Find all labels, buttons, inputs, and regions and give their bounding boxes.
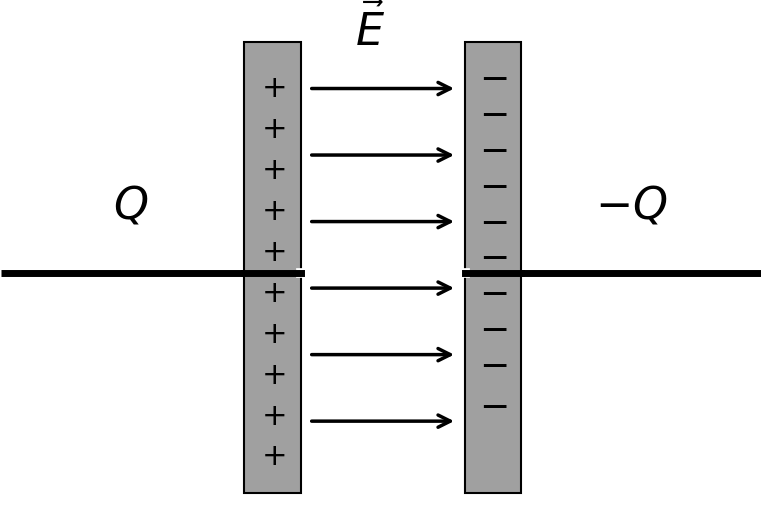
Text: $\vec{E}$: $\vec{E}$ — [354, 4, 385, 55]
Bar — [465, 42, 521, 493]
Text: $+$: $+$ — [261, 196, 285, 227]
Text: $-$: $-$ — [479, 169, 507, 203]
Text: $-$: $-$ — [479, 276, 507, 310]
Text: $-Q$: $-Q$ — [595, 184, 668, 228]
Text: $+$: $+$ — [261, 401, 285, 431]
Text: $-$: $-$ — [479, 205, 507, 238]
Text: $Q$: $Q$ — [113, 184, 148, 228]
Text: $+$: $+$ — [261, 155, 285, 186]
Text: $+$: $+$ — [261, 114, 285, 145]
Text: $+$: $+$ — [261, 278, 285, 308]
Text: $-$: $-$ — [479, 389, 507, 423]
Text: $-$: $-$ — [479, 241, 507, 275]
Text: $+$: $+$ — [261, 359, 285, 391]
Text: $-$: $-$ — [479, 97, 507, 131]
Text: $-$: $-$ — [479, 61, 507, 95]
Text: $+$: $+$ — [261, 73, 285, 104]
Text: $-$: $-$ — [479, 348, 507, 382]
Text: $-$: $-$ — [479, 133, 507, 167]
Text: $-$: $-$ — [479, 312, 507, 346]
Bar — [245, 42, 301, 493]
Text: $+$: $+$ — [261, 441, 285, 472]
Text: $+$: $+$ — [261, 237, 285, 268]
Text: $+$: $+$ — [261, 319, 285, 350]
